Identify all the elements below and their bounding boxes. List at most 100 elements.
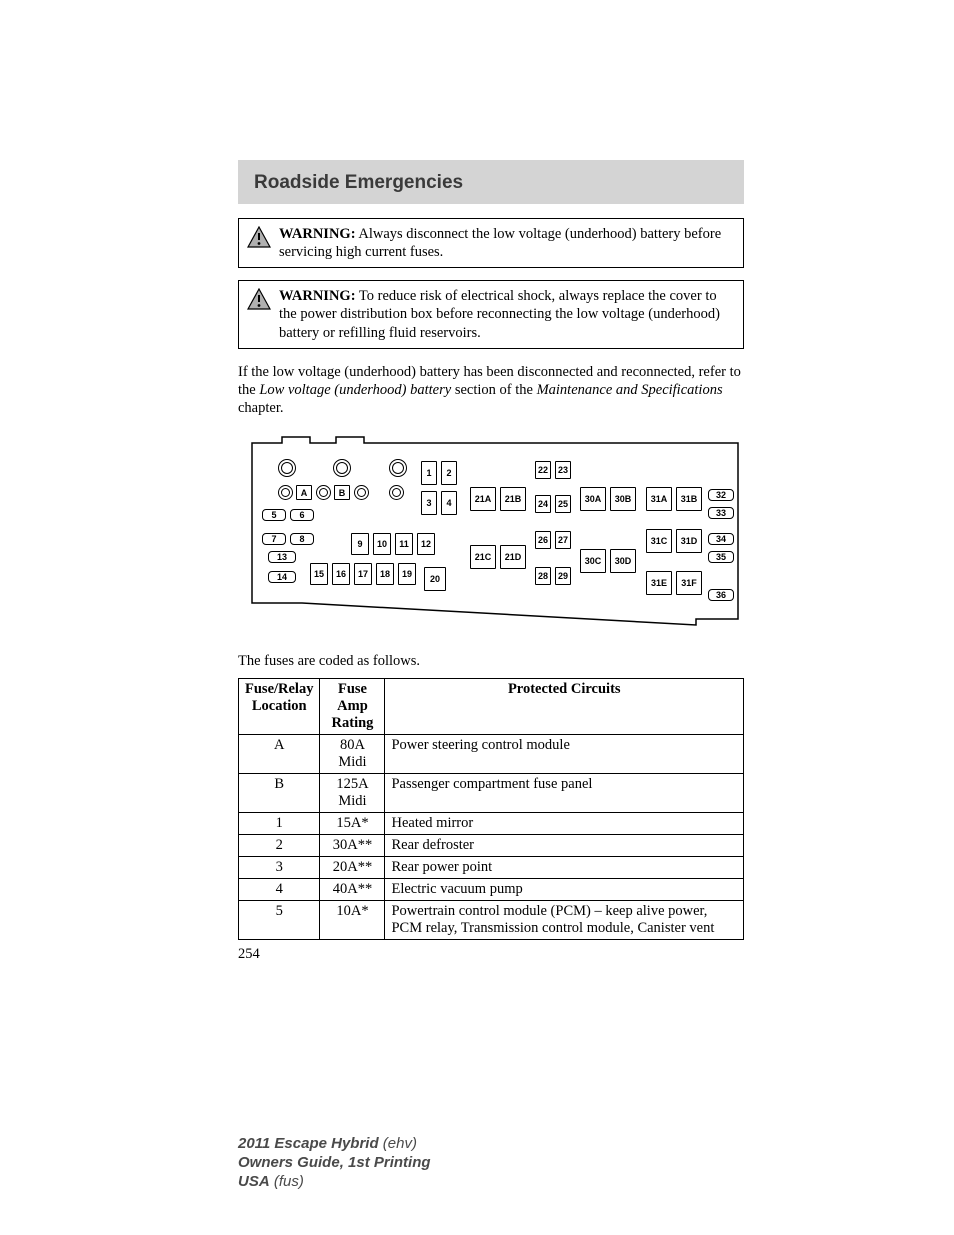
fuse-14: 14 <box>268 571 296 583</box>
cell-loc: 2 <box>239 835 320 857</box>
fuse-28: 28 <box>535 567 551 585</box>
cell-amp: 10A* <box>320 901 385 940</box>
cell-circ: Rear defroster <box>385 835 744 857</box>
fuse-3: 3 <box>421 491 437 515</box>
fuse-10: 10 <box>373 533 391 555</box>
fuse-8: 8 <box>290 533 314 545</box>
cell-amp: 80A Midi <box>320 735 385 774</box>
body-em1: Low voltage (underhood) battery <box>259 382 451 398</box>
fuse-17: 17 <box>354 563 372 585</box>
col-circuits: Protected Circuits <box>385 679 744 735</box>
warning-icon <box>247 288 273 315</box>
cell-circ: Rear power point <box>385 857 744 879</box>
fuse-30A: 30A <box>580 487 606 511</box>
fuse-29: 29 <box>555 567 571 585</box>
cell-circ: Electric vacuum pump <box>385 879 744 901</box>
fuse-21B: 21B <box>500 487 526 511</box>
cell-amp: 15A* <box>320 813 385 835</box>
fuse-25: 25 <box>555 495 571 513</box>
fuse-23: 23 <box>555 461 571 479</box>
footer-line-2: Owners Guide, 1st Printing <box>238 1154 431 1173</box>
table-header-row: Fuse/Relay Location Fuse Amp Rating Prot… <box>239 679 744 735</box>
table-row: 4 40A** Electric vacuum pump <box>239 879 744 901</box>
fuse-31B: 31B <box>676 487 702 511</box>
body-em2: Maintenance and Specifications <box>537 382 723 398</box>
cell-circ: Powertrain control module (PCM) – keep a… <box>385 901 744 940</box>
fuse-27: 27 <box>555 531 571 549</box>
warning-text-2: WARNING: To reduce risk of electrical sh… <box>279 287 735 341</box>
fuse-11: 11 <box>395 533 413 555</box>
warning-label: WARNING: <box>279 288 356 304</box>
fuse-21D: 21D <box>500 545 526 569</box>
warning-label: WARNING: <box>279 226 356 242</box>
mount-hole-icon <box>316 485 331 500</box>
body-mid: section of the <box>451 382 536 398</box>
cell-loc: 5 <box>239 901 320 940</box>
fuse-diagram: A B 1 2 3 4 5 6 7 8 9 10 11 12 13 1 <box>238 433 744 633</box>
footer-line-1: 2011 Escape Hybrid (ehv) <box>238 1135 431 1154</box>
mount-hole-icon <box>389 459 407 477</box>
fuse-13: 13 <box>268 551 296 563</box>
cell-circ: Heated mirror <box>385 813 744 835</box>
fuse-21A: 21A <box>470 487 496 511</box>
fuse-16: 16 <box>332 563 350 585</box>
fuse-31E: 31E <box>646 571 672 595</box>
fuse-30B: 30B <box>610 487 636 511</box>
page: Roadside Emergencies WARNING: Always dis… <box>0 0 954 1023</box>
fuse-30D: 30D <box>610 549 636 573</box>
fuse-35: 35 <box>708 551 734 563</box>
cell-amp: 30A** <box>320 835 385 857</box>
fuse-4: 4 <box>441 491 457 515</box>
fuse-24: 24 <box>535 495 551 513</box>
fuse-31D: 31D <box>676 529 702 553</box>
table-caption: The fuses are coded as follows. <box>238 653 744 670</box>
fuse-34: 34 <box>708 533 734 545</box>
fuse-20: 20 <box>424 567 446 591</box>
fuse-19: 19 <box>398 563 416 585</box>
warning-text-1: WARNING: Always disconnect the low volta… <box>279 225 735 261</box>
table-row: A 80A Midi Power steering control module <box>239 735 744 774</box>
mount-hole-icon <box>333 459 351 477</box>
fuse-7: 7 <box>262 533 286 545</box>
fuse-12: 12 <box>417 533 435 555</box>
fuse-32: 32 <box>708 489 734 501</box>
fuse-A: A <box>296 485 312 500</box>
body-paragraph: If the low voltage (underhood) battery h… <box>238 363 744 417</box>
col-location: Fuse/Relay Location <box>239 679 320 735</box>
fuse-9: 9 <box>351 533 369 555</box>
section-title: Roadside Emergencies <box>254 172 728 194</box>
warning-box-1: WARNING: Always disconnect the low volta… <box>238 218 744 268</box>
fuse-22: 22 <box>535 461 551 479</box>
table-row: B 125A Midi Passenger compartment fuse p… <box>239 774 744 813</box>
mount-hole-icon <box>389 485 404 500</box>
fuse-15: 15 <box>310 563 328 585</box>
cell-amp: 40A** <box>320 879 385 901</box>
fuse-31A: 31A <box>646 487 672 511</box>
cell-loc: 4 <box>239 879 320 901</box>
mount-hole-icon <box>354 485 369 500</box>
fuse-36: 36 <box>708 589 734 601</box>
mount-hole-icon <box>278 485 293 500</box>
section-header-bar: Roadside Emergencies <box>238 160 744 204</box>
cell-loc: B <box>239 774 320 813</box>
table-row: 2 30A** Rear defroster <box>239 835 744 857</box>
cell-circ: Power steering control module <box>385 735 744 774</box>
fuse-1: 1 <box>421 461 437 485</box>
cell-loc: 3 <box>239 857 320 879</box>
fuse-31F: 31F <box>676 571 702 595</box>
cell-amp: 20A** <box>320 857 385 879</box>
cell-loc: 1 <box>239 813 320 835</box>
footer: 2011 Escape Hybrid (ehv) Owners Guide, 1… <box>238 1135 431 1191</box>
warning-icon <box>247 226 273 253</box>
table-row: 5 10A* Powertrain control module (PCM) –… <box>239 901 744 940</box>
fuse-26: 26 <box>535 531 551 549</box>
fuse-30C: 30C <box>580 549 606 573</box>
table-row: 3 20A** Rear power point <box>239 857 744 879</box>
warning-box-2: WARNING: To reduce risk of electrical sh… <box>238 280 744 348</box>
col-amp: Fuse Amp Rating <box>320 679 385 735</box>
footer-line-3: USA (fus) <box>238 1173 431 1192</box>
fuse-33: 33 <box>708 507 734 519</box>
fuse-2: 2 <box>441 461 457 485</box>
table-row: 1 15A* Heated mirror <box>239 813 744 835</box>
fuse-table: Fuse/Relay Location Fuse Amp Rating Prot… <box>238 678 744 940</box>
